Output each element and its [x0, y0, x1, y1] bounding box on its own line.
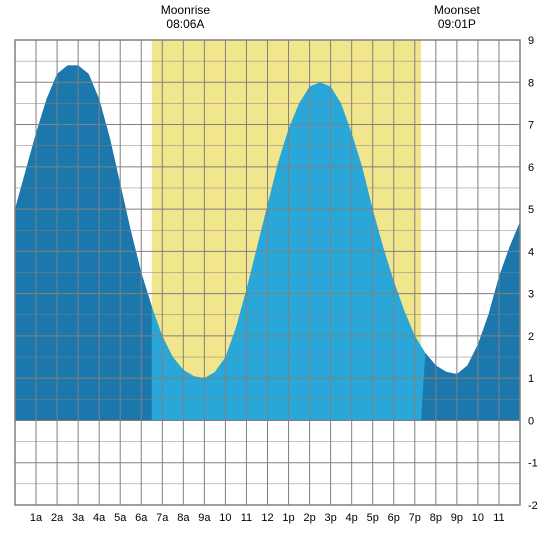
x-tick-label: 9a	[198, 512, 211, 524]
x-tick-label: 10	[472, 512, 484, 524]
x-tick-label: 10	[219, 512, 231, 524]
y-tick-label: 9	[528, 35, 534, 47]
y-tick-label: 3	[528, 289, 534, 301]
y-tick-label: 6	[528, 162, 534, 174]
x-tick-label: 1a	[30, 512, 43, 524]
x-tick-label: 2a	[51, 512, 64, 524]
x-tick-label: 11	[241, 512, 252, 524]
chart-svg: -2-101234567891a2a3a4a5a6a7a8a9a1011121p…	[0, 0, 550, 550]
x-tick-label: 3p	[325, 512, 337, 524]
y-tick-label: 0	[528, 415, 534, 427]
x-tick-label: 12	[261, 512, 273, 524]
moonrise-label: Moonrise	[161, 3, 211, 17]
x-tick-label: 11	[493, 512, 504, 524]
moonset-label: Moonset	[434, 3, 481, 17]
x-tick-label: 8p	[430, 512, 442, 524]
x-tick-label: 5a	[114, 512, 127, 524]
x-tick-label: 6a	[135, 512, 148, 524]
x-tick-label: 6p	[388, 512, 400, 524]
y-tick-label: -2	[528, 500, 538, 512]
moonset-time: 09:01P	[438, 17, 476, 31]
x-tick-label: 7p	[409, 512, 421, 524]
x-tick-label: 8a	[177, 512, 190, 524]
y-tick-label: 2	[528, 331, 534, 343]
x-tick-label: 1p	[282, 512, 294, 524]
moonrise-time: 08:06A	[166, 17, 204, 31]
y-tick-label: 7	[528, 120, 534, 132]
x-tick-label: 9p	[451, 512, 463, 524]
y-tick-label: 4	[528, 246, 534, 258]
x-tick-label: 5p	[367, 512, 379, 524]
y-tick-label: 1	[528, 373, 534, 385]
x-tick-label: 4p	[346, 512, 358, 524]
y-tick-label: 8	[528, 77, 534, 89]
y-tick-label: 5	[528, 204, 534, 216]
x-tick-label: 3a	[72, 512, 85, 524]
x-tick-label: 4a	[93, 512, 106, 524]
x-tick-label: 7a	[156, 512, 169, 524]
tide-chart: -2-101234567891a2a3a4a5a6a7a8a9a1011121p…	[0, 0, 550, 550]
y-tick-label: -1	[528, 458, 538, 470]
x-tick-label: 2p	[303, 512, 315, 524]
